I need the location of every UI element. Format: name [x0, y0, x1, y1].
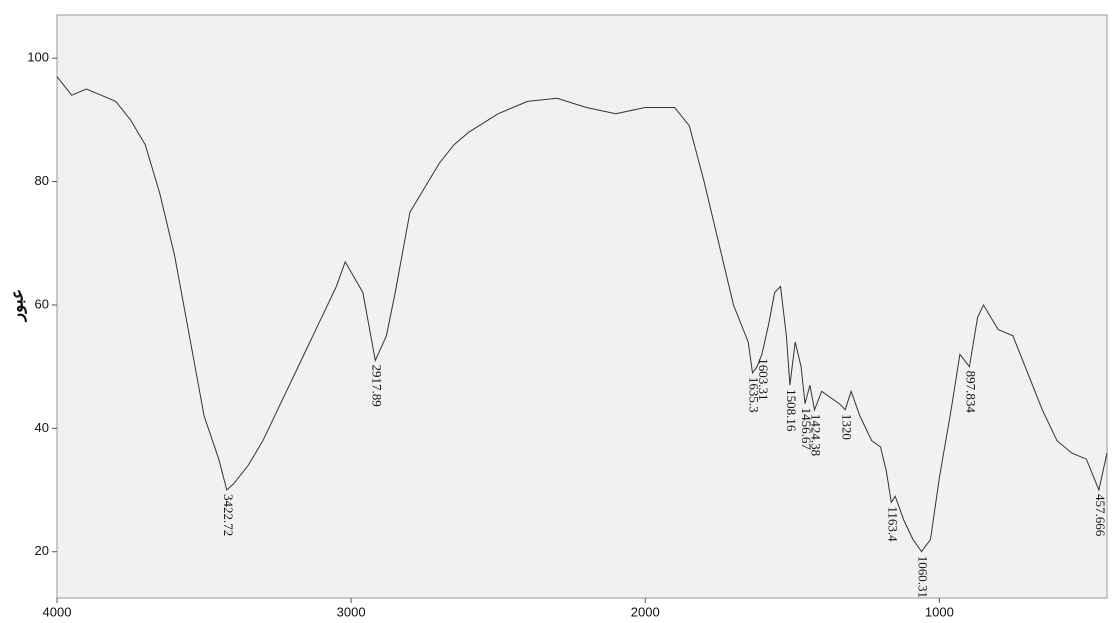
y-tick-label: 80: [35, 173, 49, 188]
peak-label: 3422.72: [221, 494, 236, 536]
y-axis-label: عبور: [7, 289, 27, 323]
peak-label: 1424.38: [809, 414, 824, 456]
y-tick-label: 40: [35, 420, 49, 435]
peak-label: 1060.31: [916, 556, 931, 598]
x-tick-label: 1000: [925, 604, 954, 619]
spectrum-line: [56, 76, 1108, 553]
y-tick-label: 60: [35, 296, 49, 311]
x-tick-label: 4000: [43, 604, 72, 619]
x-tick-label: 2000: [631, 604, 660, 619]
peak-label: 1508.16: [784, 389, 799, 432]
y-tick-label: 20: [35, 543, 49, 558]
peak-label: 897.834: [963, 371, 978, 414]
peak-label: 1320: [839, 414, 854, 440]
y-tick-label: 100: [27, 50, 49, 65]
peak-label: 1635.3: [747, 377, 762, 413]
x-tick-label: 3000: [337, 604, 366, 619]
peak-label: 457.666: [1093, 494, 1108, 537]
plot-area: [56, 14, 1108, 599]
peak-label: 2917.89: [369, 364, 384, 406]
peak-label: 1603.31: [756, 358, 771, 400]
peak-label: 1163.4: [885, 506, 900, 542]
peak-label: 1456.67: [799, 408, 814, 451]
